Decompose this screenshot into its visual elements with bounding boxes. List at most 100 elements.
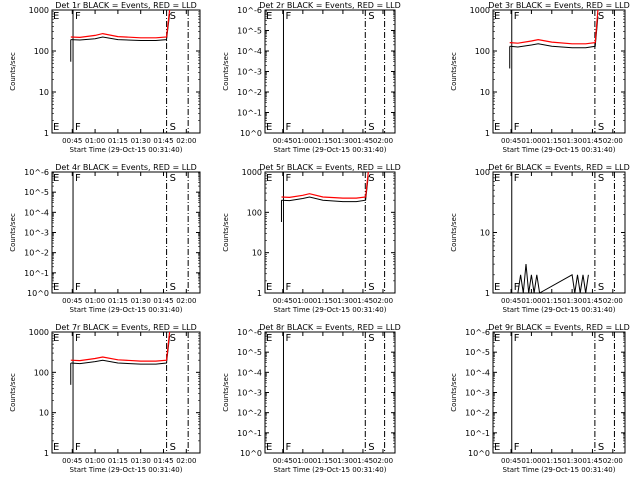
marker-s-label: S (368, 11, 374, 22)
series-events-line (70, 13, 171, 41)
x-tick-label: 00:45 (273, 137, 293, 145)
y-tick-label: 10^-2 (237, 409, 262, 418)
marker-e-label-bottom: E (53, 442, 59, 453)
x-tick-label: 01:15 (542, 457, 562, 465)
panel-title: Det 7r BLACK = Events, RED = LLD (55, 323, 197, 332)
x-tick-label: 01:45 (353, 297, 373, 305)
y-tick-label: 100 (247, 208, 262, 217)
x-tick-label: 01:00 (85, 297, 105, 305)
marker-f-label: F (75, 173, 81, 184)
x-tick-label: 02:00 (373, 457, 393, 465)
x-tick-label: 01:45 (582, 297, 602, 305)
y-tick-label: 10 (39, 88, 49, 97)
y-tick-label: 10^-5 (24, 188, 49, 197)
series-events-line (517, 264, 589, 294)
y-tick-label: 10^-1 (24, 269, 49, 278)
panel-det-9r: Det 9r BLACK = Events, RED = LLD 10^0 10^-… (450, 323, 630, 474)
y-axis-label: Counts/sec (222, 373, 230, 412)
x-tick-label: 01:00 (521, 457, 541, 465)
y-tick-label: 10^-6 (24, 168, 49, 177)
marker-e-label: E (53, 11, 59, 22)
y-tick-label: 10^-3 (237, 389, 262, 398)
x-tick-label: 01:00 (521, 297, 541, 305)
marker-f-label: F (75, 333, 81, 344)
y-tick-label: 10^-2 (465, 409, 490, 418)
marker-e-label: E (266, 333, 272, 344)
y-axis-label: Counts/sec (450, 213, 458, 252)
x-tick-label: 02:00 (373, 297, 393, 305)
x-axis-label: Start Time (29-Oct-15 00:31:40) (274, 466, 387, 474)
plot-frame (264, 171, 396, 294)
y-axis-label: Counts/sec (9, 373, 17, 412)
marker-e-label-bottom: E (266, 442, 272, 453)
x-tick-label: 01:45 (153, 137, 173, 145)
x-axis-label: Start Time (29-Oct-15 00:31:40) (70, 146, 183, 154)
marker-f-label: F (285, 11, 291, 22)
marker-s-label: S (170, 11, 176, 22)
marker-e-label: E (53, 333, 59, 344)
marker-e-label: E (494, 333, 500, 344)
series-events-line (509, 16, 599, 49)
panel-det-8r: Det 8r BLACK = Events, RED = LLD 10^0 10^-… (222, 323, 401, 474)
x-tick-label: 01:45 (153, 297, 173, 305)
x-tick-label: 01:15 (313, 457, 333, 465)
marker-s-label: S (368, 173, 374, 184)
x-tick-label: 01:45 (353, 137, 373, 145)
panel-title: Det 2r BLACK = Events, RED = LLD (259, 1, 401, 10)
panel-title: Det 3r BLACK = Events, RED = LLD (488, 1, 630, 10)
x-axis-label: Start Time (29-Oct-15 00:31:40) (70, 466, 183, 474)
y-tick-label: 10^-4 (465, 368, 490, 377)
x-tick-label: 01:00 (293, 457, 313, 465)
y-tick-label: 10 (39, 409, 49, 418)
x-tick-label: 01:30 (562, 137, 582, 145)
y-tick-label: 100 (475, 47, 490, 56)
x-tick-label: 01:15 (108, 297, 128, 305)
x-tick-label: 01:15 (108, 137, 128, 145)
series-lld-line (70, 9, 171, 39)
panel-det-1r: Det 1r BLACK = Events, RED = LLD 1 10 100 10… (9, 1, 201, 154)
x-axis-label: Start Time (29-Oct-15 00:31:40) (70, 306, 183, 314)
marker-s-label-bottom: S (598, 122, 604, 133)
plot-frame (51, 171, 201, 294)
y-axis-label: Counts/sec (222, 213, 230, 252)
y-tick-label: 1 (485, 129, 490, 138)
y-tick-label: 10 (480, 88, 490, 97)
x-tick-label: 01:30 (562, 297, 582, 305)
x-tick-label: 01:45 (353, 457, 373, 465)
marker-f-label-bottom: F (514, 282, 520, 293)
marker-s-label-bottom: S (170, 282, 176, 293)
panel-det-5r: Det 5r BLACK = Events, RED = LLD 1 10 100 10… (222, 163, 401, 314)
y-tick-label: 10^-5 (237, 348, 262, 357)
y-tick-label: 10^0 (240, 449, 262, 458)
x-tick-label: 02:00 (373, 137, 393, 145)
marker-f-label-bottom: F (514, 122, 520, 133)
marker-s-label-bottom: S (598, 442, 604, 453)
panel-title: Det 1r BLACK = Events, RED = LLD (55, 1, 197, 10)
panel-det-6r: Det 6r BLACK = Events, RED = LLD 1 10 100 00… (450, 163, 630, 314)
marker-f-label-bottom: F (285, 122, 291, 133)
x-tick-label: 01:30 (333, 297, 353, 305)
x-tick-label: 01:15 (313, 297, 333, 305)
y-tick-label: 10^-1 (465, 429, 490, 438)
marker-f-label: F (514, 333, 520, 344)
panel-title: Det 6r BLACK = Events, RED = LLD (488, 163, 630, 172)
y-axis-label: Counts/sec (450, 52, 458, 91)
panel-det-2r: Det 2r BLACK = Events, RED = LLD 10^0 10^-… (222, 1, 401, 154)
x-tick-label: 00:45 (501, 297, 521, 305)
marker-s-label-bottom: S (368, 442, 374, 453)
x-tick-label: 02:00 (176, 137, 196, 145)
marker-s-label: S (598, 173, 604, 184)
y-tick-label: 1000 (29, 328, 49, 337)
marker-s-label-bottom: S (598, 282, 604, 293)
y-tick-label: 1000 (470, 6, 490, 15)
marker-e-label-bottom: E (53, 282, 59, 293)
marker-f-label-bottom: F (285, 282, 291, 293)
x-axis-label: Start Time (29-Oct-15 00:31:40) (503, 146, 616, 154)
y-tick-label: 10^-4 (237, 368, 262, 377)
x-tick-label: 01:30 (131, 137, 151, 145)
marker-f-label: F (285, 173, 291, 184)
y-tick-label: 10 (252, 249, 262, 258)
x-tick-label: 01:45 (582, 457, 602, 465)
x-tick-label: 01:45 (153, 457, 173, 465)
x-tick-label: 01:00 (293, 297, 313, 305)
